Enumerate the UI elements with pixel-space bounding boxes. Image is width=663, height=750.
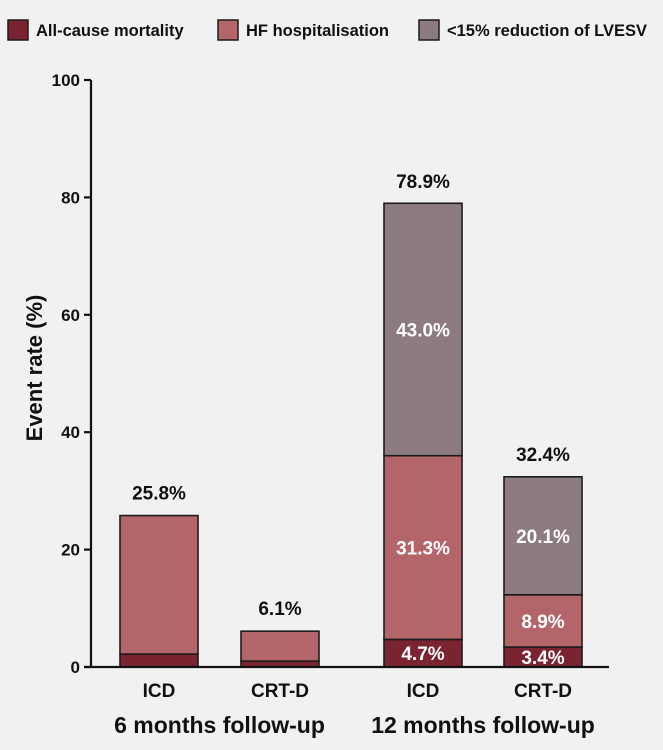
y-tick-label: 100 [52,71,80,90]
bar-segment-15-reduction-of-lvesv [503,476,583,596]
legend-swatch-all-cause-mortality [7,19,29,41]
x-axis-category-labels: ICD CRT-D ICD CRT-D [143,681,572,702]
legend-item-hf-hospitalisation: HF hospitalisation [217,19,389,41]
bar-12-months-follow-up-icd [383,202,463,668]
legend-swatch-lvesv-reduction [418,19,440,41]
y-tick-label: 0 [71,658,80,677]
y-tick-label: 60 [61,306,80,325]
bar-segment-hf-hospitalisation [119,514,199,655]
bar-segment-hf-hospitalisation [383,454,463,641]
y-axis-ticks: 0 20 40 60 80 100 [52,71,91,677]
bar-segment-15-reduction-of-lvesv [383,202,463,457]
segment-value-label-all-cause-mortality: 3.4% [521,648,564,669]
x-tick-label-icd: ICD [143,681,176,702]
bar-total-label: 6.1% [258,599,301,620]
y-axis-title: Event rate (%) [22,295,47,442]
x-tick-label-icd: ICD [407,681,440,702]
bar-value-labels: 25.8% 6.1% 4.7% 31.3% 43.0% 78.9% 3.4% 8.9% 20.1… [132,172,570,669]
legend-label-lvesv-reduction: <15% reduction of LVESV [447,22,647,40]
y-tick-label: 20 [61,541,80,560]
legend-swatch-hf-hospitalisation [217,19,239,41]
bar-segment-hf-hospitalisation [503,593,583,648]
x-tick-label-crt-d: CRT-D [514,681,572,702]
group-label-6-months-follow-up: 6 months follow-up [114,712,325,738]
y-tick-label: 80 [61,188,80,207]
segment-value-label-hf-hospitalisation: 8.9% [521,612,564,633]
segment-value-label-hf-hospitalisation: 31.3% [396,539,450,560]
legend-label-hf-hospitalisation: HF hospitalisation [246,22,389,40]
segment-value-label-all-cause-mortality: 4.7% [401,644,444,665]
y-tick-label: 40 [61,423,80,442]
bar-segment-all-cause-mortality [119,653,199,668]
bar-segment-hf-hospitalisation [240,630,320,662]
x-axis-group-labels: 6 months follow-up 12 months follow-up [114,712,595,738]
bar-total-label: 78.9% [396,172,450,193]
legend-item-lvesv-reduction: <15% reduction of LVESV [418,19,647,41]
x-tick-label-crt-d: CRT-D [251,681,309,702]
bar-total-label: 25.8% [132,484,186,505]
bar-12-months-follow-up-crt-d [503,476,583,668]
legend: All-cause mortality HF hospitalisation <… [7,19,647,41]
bars [119,202,583,668]
bar-6-months-follow-up-icd [119,514,199,668]
group-label-12-months-follow-up: 12 months follow-up [371,712,595,738]
segment-value-label-15-reduction-of-lvesv: 20.1% [516,527,570,548]
legend-item-all-cause-mortality: All-cause mortality [7,19,184,41]
legend-label-all-cause-mortality: All-cause mortality [36,22,184,40]
segment-value-label-15-reduction-of-lvesv: 43.0% [396,320,450,341]
bar-total-label: 32.4% [516,445,570,466]
bar-6-months-follow-up-crt-d [240,630,320,668]
